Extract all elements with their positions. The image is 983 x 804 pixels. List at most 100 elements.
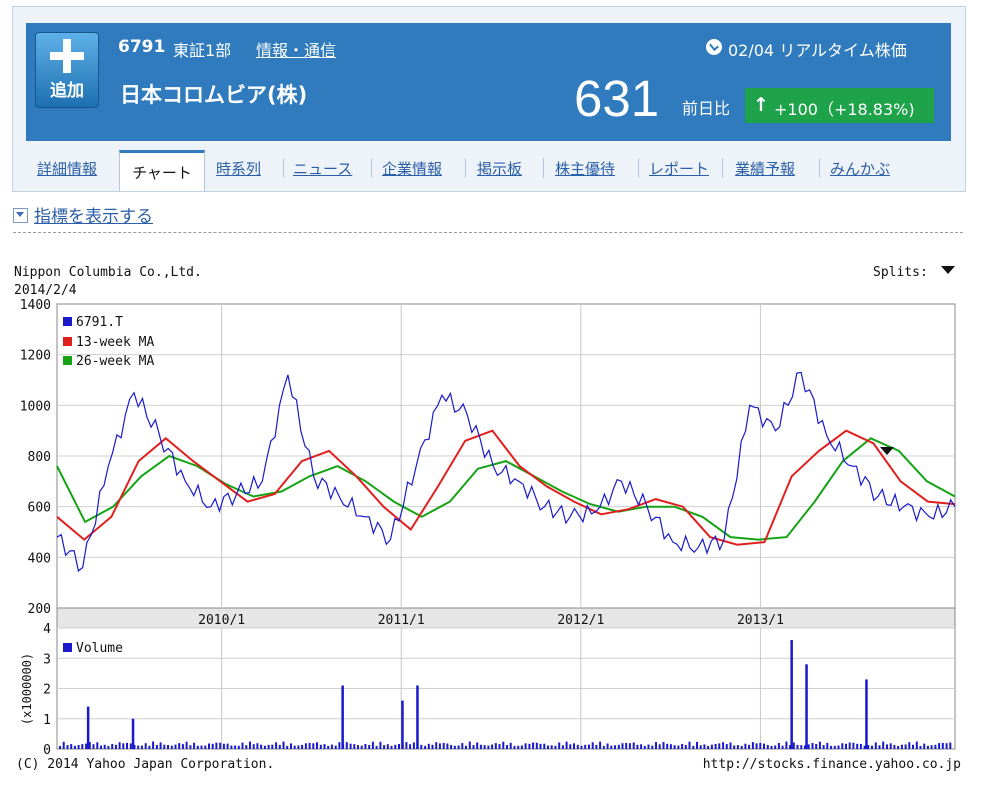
volume-bar xyxy=(450,745,453,749)
volume-bar xyxy=(643,746,646,749)
volume-bar xyxy=(830,745,833,749)
volume-bar xyxy=(681,743,684,749)
show-indicators-link[interactable]: 指標を表示する xyxy=(34,207,153,227)
volume-bar xyxy=(532,742,535,749)
tab-report[interactable]: レポート xyxy=(649,160,710,178)
volume-bar xyxy=(759,742,762,749)
volume-bar xyxy=(886,744,888,749)
add-button[interactable]: 追加 xyxy=(35,32,99,108)
volume-bar xyxy=(472,745,475,749)
volume-bar xyxy=(349,743,352,749)
tab-minkabu[interactable]: みんかぶ xyxy=(830,160,891,178)
volume-bar xyxy=(822,745,825,749)
volume-spike-bar xyxy=(805,664,808,749)
volume-bar xyxy=(66,745,69,749)
volume-bar xyxy=(625,742,628,749)
volume-bar xyxy=(595,744,598,749)
volume-bar xyxy=(926,745,929,749)
splits-label[interactable]: Splits: xyxy=(873,265,928,280)
tab-board[interactable]: 掲示板 xyxy=(477,160,523,178)
volume-bar xyxy=(897,746,900,749)
volume-bar xyxy=(494,743,497,749)
current-price: 631 xyxy=(574,70,660,127)
price-tick-label: 200 xyxy=(28,602,51,617)
volume-bar xyxy=(845,743,847,749)
volume-bar xyxy=(789,745,792,749)
volume-bar xyxy=(930,745,933,749)
tab-timeseries[interactable]: 時系列 xyxy=(216,160,262,178)
split-marker-icon xyxy=(880,447,894,455)
volume-bar xyxy=(185,741,188,749)
stock-banner: 追加 6791 東証1部 情報・通信 日本コロムビア(株) 02/04 リアルタ… xyxy=(26,23,951,141)
x-tick-label: 2010/1 xyxy=(198,613,245,628)
tab-company[interactable]: 企業情報 xyxy=(382,160,443,178)
legend-label-price: 6791.T xyxy=(76,315,123,330)
tab-divider xyxy=(465,158,466,178)
volume-bar xyxy=(111,744,114,749)
tab-divider xyxy=(819,158,820,178)
volume-bar xyxy=(96,742,99,749)
volume-bar xyxy=(491,744,494,749)
volume-bar xyxy=(606,743,609,749)
volume-bar xyxy=(353,744,356,749)
volume-bar xyxy=(636,744,639,749)
price-tick-label: 1000 xyxy=(20,399,51,414)
volume-bar xyxy=(859,743,862,749)
volume-bar xyxy=(118,742,121,749)
tab-chart[interactable]: チャート xyxy=(119,150,205,191)
volume-bar xyxy=(498,744,501,749)
date-axis-band xyxy=(56,607,956,629)
source-url[interactable]: http://stocks.finance.yahoo.co.jp xyxy=(703,757,961,772)
company-name: 日本コロムビア(株) xyxy=(120,83,308,107)
volume-bar xyxy=(375,745,378,749)
price-tick-label: 800 xyxy=(28,450,51,465)
copyright-text: (C) 2014 Yahoo Japan Corporation. xyxy=(16,757,274,772)
price-legend: 6791.T 13-week MA 26-week MA xyxy=(63,315,154,369)
tab-news[interactable]: ニュース xyxy=(293,160,353,178)
volume-bar xyxy=(804,745,806,749)
volume-bar xyxy=(312,743,315,749)
volume-bar xyxy=(684,745,687,749)
volume-bar xyxy=(59,746,61,749)
tab-details[interactable]: 詳細情報 xyxy=(37,160,98,178)
volume-bar xyxy=(81,744,84,749)
volume-bar xyxy=(204,745,207,749)
industry-link[interactable]: 情報・通信 xyxy=(256,41,337,60)
volume-bar xyxy=(602,745,605,749)
volume-bar xyxy=(383,745,386,749)
volume-bar xyxy=(275,742,278,749)
x-tick-label: 2011/1 xyxy=(378,613,425,628)
volume-bar xyxy=(386,744,389,749)
legend-label-volume: Volume xyxy=(76,641,123,656)
volume-bar xyxy=(92,744,95,749)
price-series xyxy=(56,371,956,572)
volume-bar xyxy=(584,744,587,749)
volume-bar xyxy=(360,745,363,749)
volume-bar xyxy=(588,744,590,749)
volume-bar xyxy=(178,743,181,749)
volume-bar xyxy=(673,745,676,749)
legend-swatch-price xyxy=(63,317,72,326)
tab-forecast[interactable]: 業績予報 xyxy=(735,160,796,178)
volume-bar xyxy=(576,744,579,749)
volume-bar xyxy=(703,744,706,749)
volume-bar xyxy=(208,743,210,749)
volume-bar xyxy=(103,744,106,749)
tab-benefits[interactable]: 株主優待 xyxy=(555,160,616,178)
prev-day-label: 前日比 xyxy=(682,99,731,118)
splits-dropdown-icon[interactable] xyxy=(941,266,955,274)
volume-bar xyxy=(710,744,713,749)
volume-grid: 0 1 2 3 4 xyxy=(43,622,955,758)
volume-bar xyxy=(468,741,471,749)
price-tick-label: 400 xyxy=(28,551,51,566)
volume-spike-bar xyxy=(86,706,90,749)
chart-date: 2014/2/4 xyxy=(14,283,77,298)
volume-bar xyxy=(666,743,669,749)
volume-bar xyxy=(327,745,330,749)
volume-spike-bar xyxy=(790,640,793,749)
volume-bar xyxy=(506,745,508,749)
volume-bar xyxy=(640,744,643,749)
volume-bar xyxy=(316,742,318,749)
volume-bar xyxy=(301,744,304,749)
volume-bar xyxy=(908,742,911,749)
